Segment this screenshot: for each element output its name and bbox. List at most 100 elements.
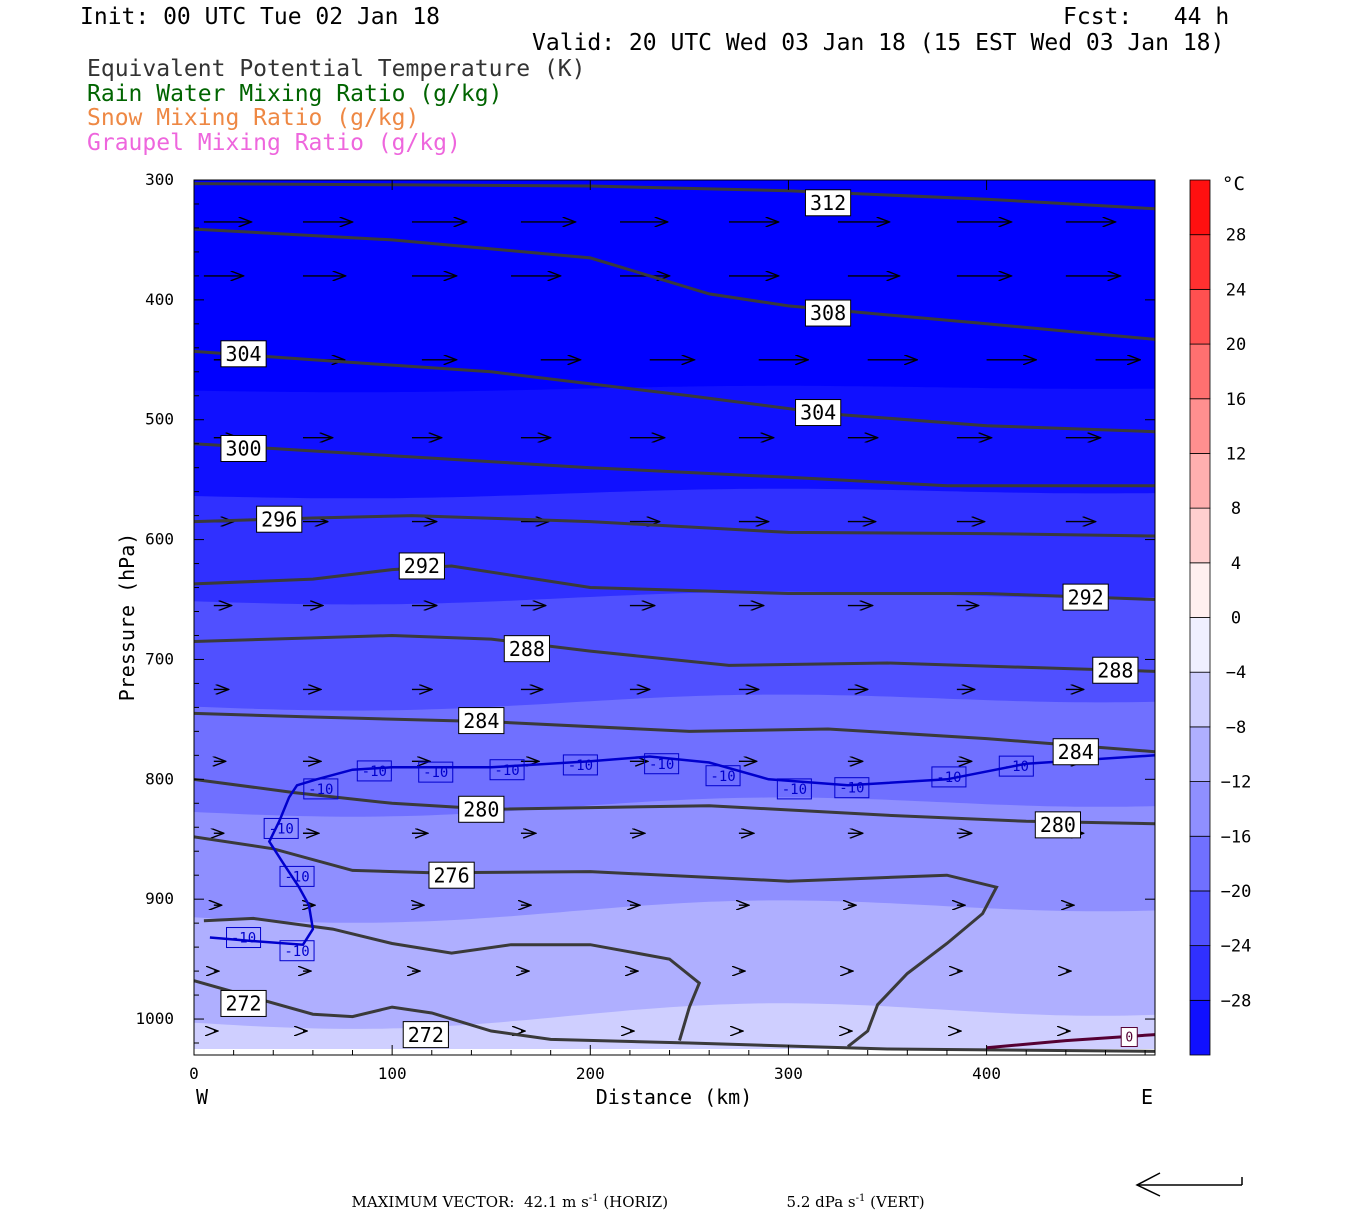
y-tick-label: 300 [145, 170, 174, 189]
theta-e-label-292: 292 [398, 552, 445, 580]
theta-e-label-276: 276 [428, 861, 475, 889]
temp-label--10: -10 [279, 865, 315, 887]
colorbar-swatch [1189, 781, 1211, 837]
temp-label--10-box [303, 778, 339, 800]
theta-e-label-280-text: 280 [463, 797, 499, 821]
max-horiz-value: 42.1 m s [523, 1193, 589, 1211]
theta-e-label-312: 312 [804, 189, 852, 217]
theta-e-label-304: 304 [220, 340, 267, 368]
legend-snow: Snow Mixing Ratio (g/kg) [87, 105, 420, 131]
colorbar-tick-label: −16 [1221, 827, 1252, 847]
theta-e-label-304-box [795, 399, 842, 427]
theta-e-label-296: 296 [256, 505, 303, 533]
x-axis-title: Distance (km) [596, 1085, 753, 1109]
temp-label--10-box [226, 927, 262, 949]
theta-e-label-292-box [398, 552, 445, 580]
theta-e-label-284: 284 [458, 707, 505, 735]
legend-theta-e: Equivalent Potential Temperature (K) [87, 56, 586, 82]
theta-e-label-292: 292 [1062, 583, 1109, 611]
colorbar-swatch [1189, 179, 1211, 236]
legend-graupel: Graupel Mixing Ratio (g/kg) [87, 130, 461, 156]
max-vert-unit: (VERT) [870, 1193, 925, 1211]
theta-e-label-284-text: 284 [1058, 740, 1094, 764]
colorbar-tick-label: 20 [1226, 335, 1246, 355]
temp-label--10-box [489, 759, 525, 781]
temp-label--10-text: -10 [362, 764, 387, 780]
temp-label--10: -10 [279, 940, 315, 962]
y-tick-label: 500 [145, 410, 174, 429]
x-tick-label: 0 [189, 1064, 199, 1083]
colorbar-tick-label: 24 [1226, 280, 1246, 300]
theta-e-label-280: 280 [1034, 811, 1082, 839]
temp-label--10-box [418, 761, 454, 783]
temp-label--10-text: -10 [423, 765, 448, 781]
max-vert-caption: 5.2 dPa s-1 (VERT) [777, 1175, 925, 1211]
max-horiz-unit: (HORIZ) [603, 1193, 669, 1211]
colorbar-unit: °C [1222, 173, 1245, 195]
max-vector-caption: MAXIMUM VECTOR: 42.1 m s-1 (HORIZ) [342, 1175, 669, 1211]
east-label: E [1141, 1085, 1153, 1109]
colorbar-swatch [1189, 234, 1211, 290]
y-axis-title: Pressure (hPa) [115, 533, 139, 702]
theta-e-contour-300 [194, 442, 1155, 488]
y-tick-label: 400 [145, 290, 174, 309]
theta-e-label-272-text: 272 [225, 992, 261, 1016]
theta-e-label-304-text: 304 [225, 342, 261, 366]
valid-time: Valid: 20 UTC Wed 03 Jan 18 (15 EST Wed … [532, 30, 1225, 56]
colorbar-swatch [1189, 999, 1211, 1056]
temp-label--10: -10 [226, 927, 262, 949]
temp-label--10-text: -10 [782, 782, 807, 798]
theta-e-label-300-text: 300 [225, 437, 261, 461]
theta-e-label-312-box [804, 189, 852, 217]
temp-label--10: -10 [998, 755, 1034, 777]
theta-e-contour-312 [194, 182, 1155, 211]
temp-label--10: -10 [263, 817, 299, 839]
x-tick-label: 300 [774, 1064, 803, 1083]
temp-label--10-text: -10 [284, 869, 309, 885]
theta-e-contour-272 [194, 979, 1155, 1053]
temp-label--10: -10 [356, 760, 392, 782]
temp-label--10-text: -10 [231, 931, 256, 947]
theta-e-label-272-box [220, 989, 267, 1017]
colorbar-tick-label: 28 [1226, 226, 1246, 246]
graupel-label: 0 [1120, 1027, 1138, 1048]
theta-e-label-288: 288 [503, 635, 550, 663]
y-tick-label: 1000 [135, 1009, 174, 1028]
theta-e-label-288-text: 288 [509, 637, 545, 661]
y-tick-label: 600 [145, 530, 174, 549]
theta-e-label-276-box [428, 861, 475, 889]
colorbar-swatch [1189, 562, 1211, 618]
theta-e-label-308: 308 [804, 299, 852, 327]
y-tick-label: 900 [145, 889, 174, 908]
temp-label--10-box [705, 765, 741, 787]
theta-e-label-308-box [804, 299, 852, 327]
theta-e-label-280-box [1034, 811, 1082, 839]
temp-label--10: -10 [776, 778, 812, 800]
theta-e-contour-308 [194, 227, 1155, 341]
temperature-fill [194, 180, 1155, 1055]
theta-e-label-292-text: 292 [404, 554, 440, 578]
theta-e-label-272: 272 [402, 1021, 449, 1049]
temp-label--10-box [834, 777, 870, 799]
colorbar-tick-label: −12 [1221, 773, 1252, 793]
colorbar-swatch [1189, 398, 1211, 454]
temp-label--10: -10 [303, 778, 339, 800]
theta-e-label-288-box [1092, 656, 1139, 684]
temp-label--10-box [279, 940, 315, 962]
temp-label--10-box [279, 865, 315, 887]
theta-e-contour-284 [194, 711, 1155, 754]
colorbar-swatch [1189, 453, 1211, 509]
theta-e-label-284-box [458, 707, 505, 735]
theta-e-contour-296 [194, 514, 1155, 538]
theta-e-label-312-text: 312 [810, 191, 846, 215]
temp-label--10: -10 [644, 753, 680, 775]
theta-e-label-292-text: 292 [1068, 585, 1104, 609]
theta-e-contour-280 [194, 777, 1155, 826]
max-vert-value: 5.2 dPa s [786, 1193, 856, 1211]
theta-e-label-276-text: 276 [434, 863, 470, 887]
colorbar-tick-label: −28 [1221, 991, 1252, 1011]
temp-label--10-text: -10 [936, 770, 961, 786]
temp-label--10-text: -10 [710, 769, 735, 785]
theta-e-label-296-box [256, 505, 303, 533]
theta-e-label-308-text: 308 [810, 301, 846, 325]
